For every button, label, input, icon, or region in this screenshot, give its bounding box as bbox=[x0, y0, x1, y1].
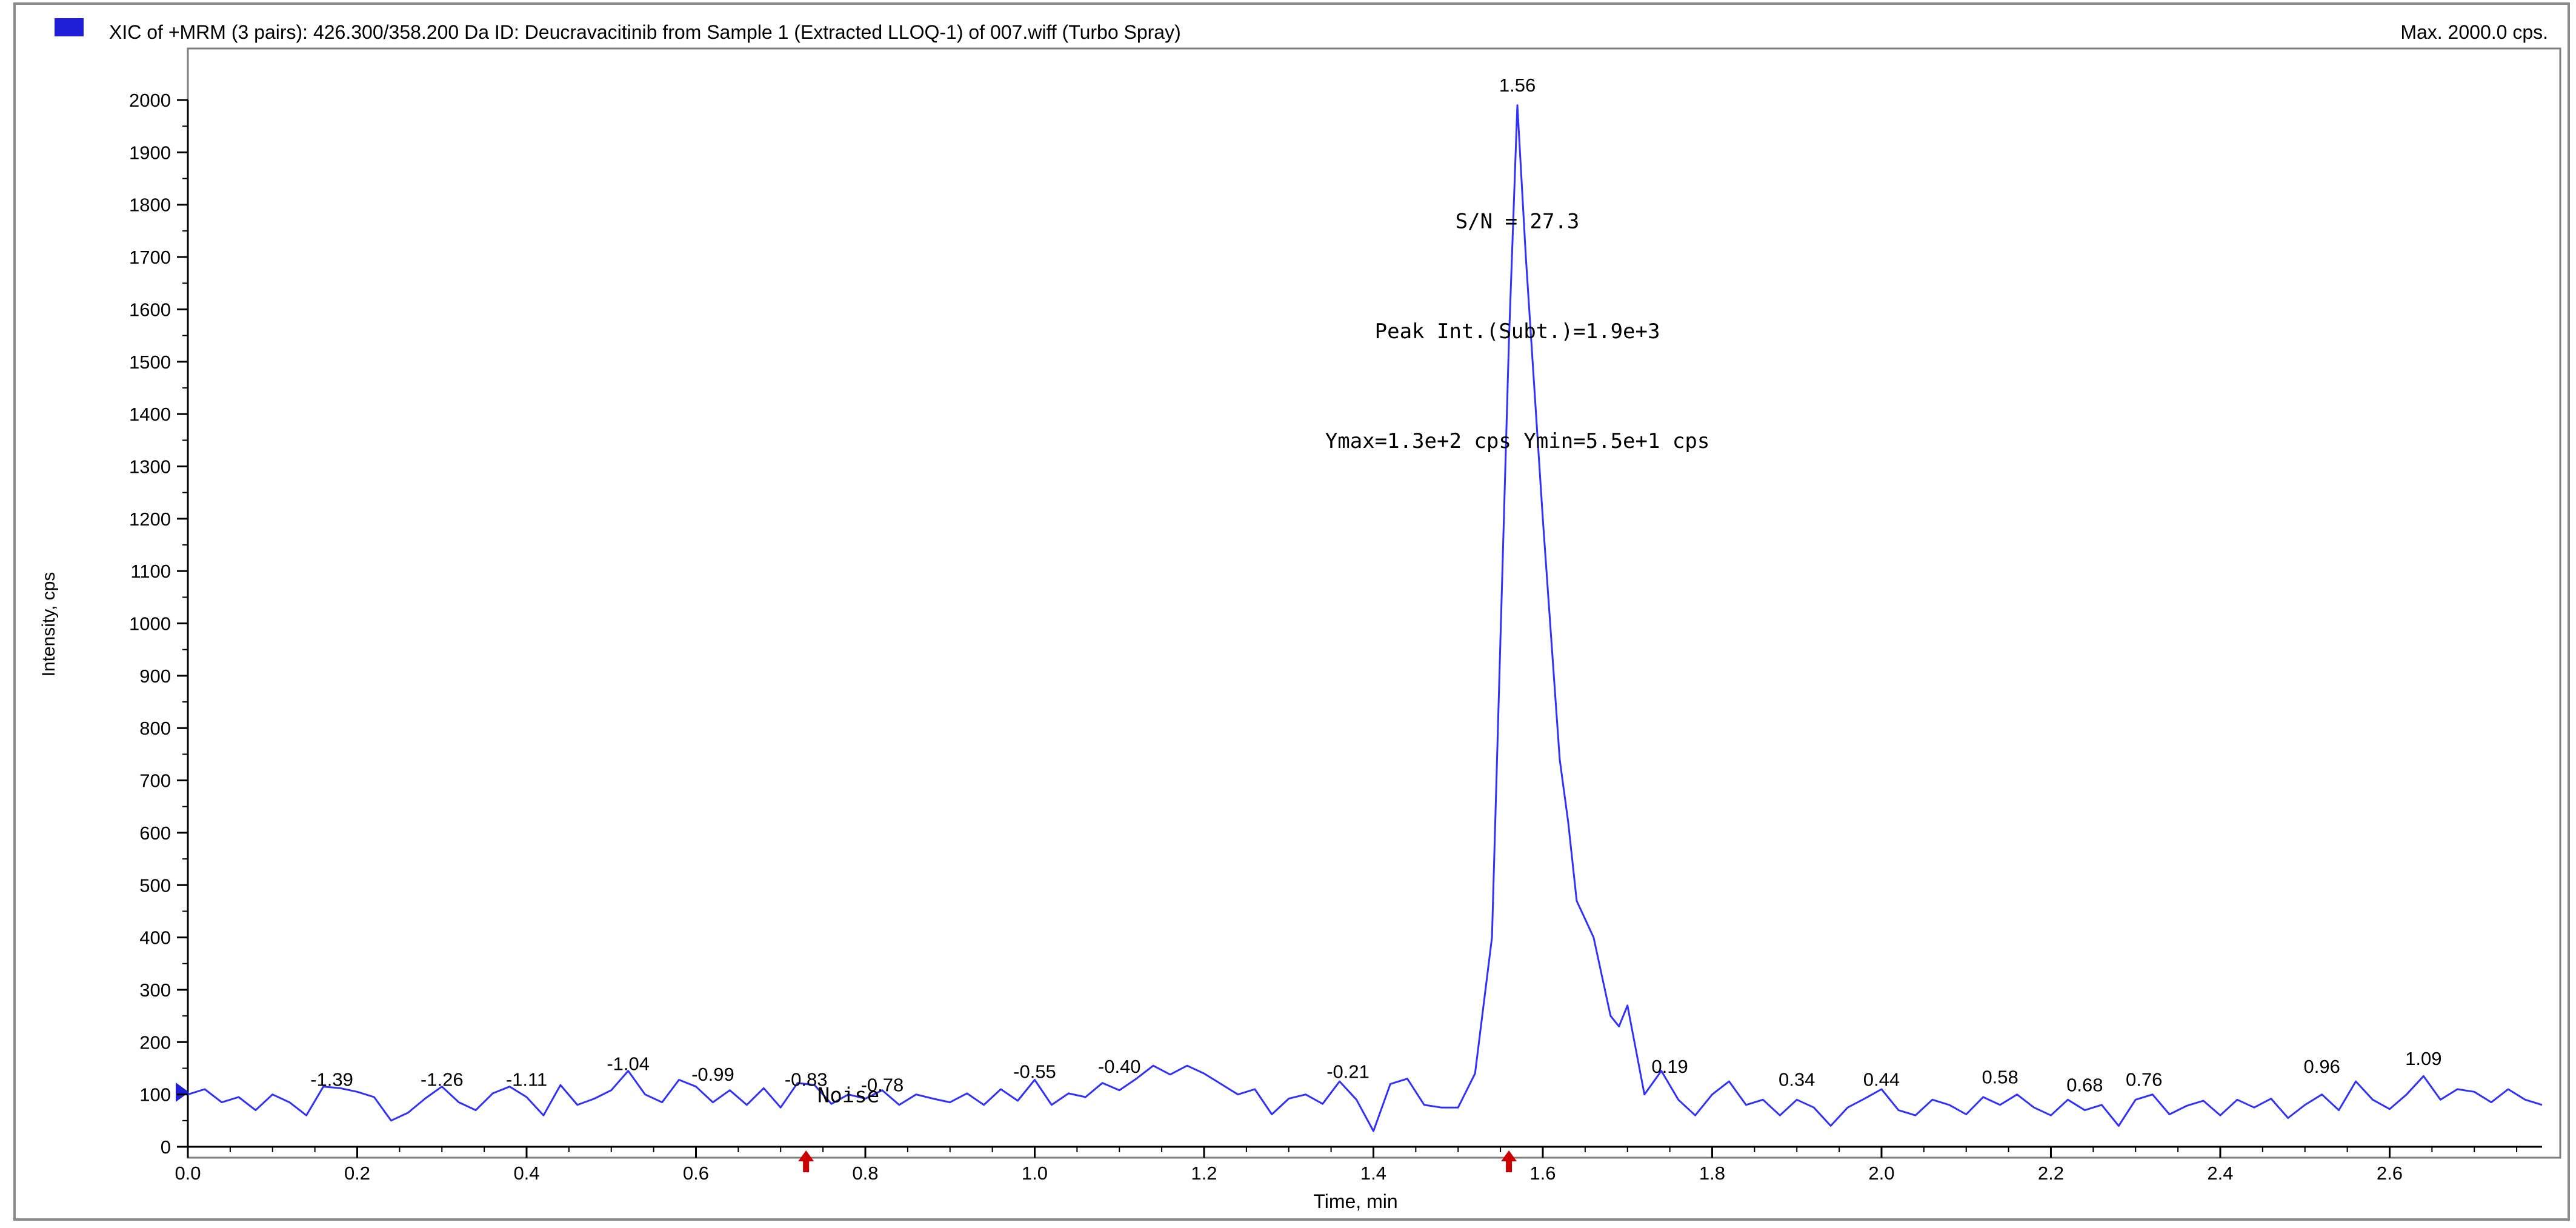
x-tick-label: 1.2 bbox=[1191, 1163, 1217, 1184]
y-tick-label: 2000 bbox=[129, 90, 171, 111]
y-tick-label: 600 bbox=[139, 823, 171, 844]
y-tick-label: 900 bbox=[139, 666, 171, 687]
peak-label: -1.26 bbox=[421, 1069, 464, 1090]
peak-label: 0.96 bbox=[2303, 1056, 2340, 1077]
y-tick-label: 1700 bbox=[129, 247, 171, 268]
peak-labels: -1.39 -1.26 -1.11 -1.04 -0.99 -0.83 -0.78 -0.55… bbox=[310, 75, 2441, 1095]
x-tick-label: 0.8 bbox=[852, 1163, 878, 1184]
y-tick-label: 300 bbox=[139, 979, 171, 1001]
peak-label: 0.58 bbox=[1982, 1066, 2018, 1087]
series-trace bbox=[187, 104, 2543, 1132]
x-tick-label: 2.4 bbox=[2207, 1163, 2233, 1184]
peak-label: 1.56 bbox=[1499, 75, 1536, 96]
peak-label: 1.09 bbox=[2405, 1048, 2441, 1069]
arrow-marker-stem bbox=[1506, 1161, 1513, 1172]
peak-label: 0.68 bbox=[2066, 1074, 2103, 1095]
peak-label: 0.76 bbox=[2126, 1069, 2162, 1090]
peak-label: -1.39 bbox=[310, 1069, 353, 1090]
y-tick-label: 400 bbox=[139, 927, 171, 949]
y-axis-label: Intensity, cps bbox=[39, 572, 59, 677]
legend-swatch[interactable] bbox=[55, 18, 84, 36]
y-tick-label: 0 bbox=[161, 1136, 171, 1158]
annotations: S/N = 27.3 Peak Int.(Subt.)=1.9e+3 Ymax=1.… bbox=[817, 210, 1709, 1108]
peak-label: -0.83 bbox=[785, 1069, 828, 1090]
arrow-marker-icon bbox=[798, 1150, 814, 1161]
peak-label: -0.99 bbox=[691, 1064, 734, 1085]
x-tick-label: 1.6 bbox=[1529, 1163, 1556, 1184]
y-tick-label: 1300 bbox=[129, 456, 171, 477]
y-tick-label: 500 bbox=[139, 875, 171, 896]
peak-label: 0.34 bbox=[1779, 1069, 1815, 1090]
x-tick-label: 2.6 bbox=[2377, 1163, 2403, 1184]
peak-label: -0.21 bbox=[1326, 1061, 1370, 1083]
y-tick-label: 100 bbox=[139, 1084, 171, 1106]
annotation: Peak Int.(Subt.)=1.9e+3 bbox=[1375, 319, 1660, 344]
y-tick-label: 200 bbox=[139, 1032, 171, 1053]
peak-label: -0.78 bbox=[861, 1074, 904, 1095]
arrow-marker-icon bbox=[1501, 1150, 1517, 1161]
x-tick-label: 0.6 bbox=[683, 1163, 709, 1184]
x-tick-label: 0.0 bbox=[175, 1163, 201, 1184]
axis-ticks: 0 100 200 300 400 500 600 700 800 900 1000 1100 1200… bbox=[129, 90, 2518, 1184]
arrow-marker-stem bbox=[803, 1161, 810, 1172]
peak-label: -0.55 bbox=[1013, 1061, 1056, 1083]
peak-label: -1.11 bbox=[506, 1069, 547, 1090]
y-axis-marker-icon bbox=[176, 1083, 189, 1102]
y-tick-label: 1400 bbox=[129, 404, 171, 425]
annotation: Noise bbox=[817, 1084, 879, 1108]
series-line bbox=[187, 104, 2543, 1132]
y-tick-label: 700 bbox=[139, 770, 171, 792]
y-tick-label: 1000 bbox=[129, 613, 171, 635]
y-tick-label: 1800 bbox=[129, 195, 171, 216]
y-tick-label: 1100 bbox=[130, 561, 171, 582]
x-tick-label: 1.4 bbox=[1360, 1163, 1386, 1184]
y-tick-label: 1900 bbox=[129, 142, 171, 163]
x-axis-label: Time, min bbox=[1313, 1190, 1397, 1212]
y-tick-label: 1200 bbox=[129, 509, 171, 530]
x-tick-label: 1.0 bbox=[1022, 1163, 1048, 1184]
chart-title: XIC of +MRM (3 pairs): 426.300/358.200 D… bbox=[109, 21, 1181, 43]
window-frame bbox=[13, 2, 2570, 1221]
y-tick-label: 1600 bbox=[129, 299, 171, 320]
x-tick-label: 0.4 bbox=[513, 1163, 539, 1184]
x-tick-label: 2.0 bbox=[1868, 1163, 1894, 1184]
x-tick-label: 2.2 bbox=[2038, 1163, 2064, 1184]
peak-label: 0.44 bbox=[1863, 1069, 1900, 1090]
peak-label: 0.19 bbox=[1651, 1056, 1688, 1077]
peak-label: -1.04 bbox=[607, 1053, 650, 1075]
peak-label: -0.40 bbox=[1098, 1056, 1141, 1077]
max-intensity-label: Max. 2000.0 cps. bbox=[2400, 21, 2548, 43]
y-tick-label: 1500 bbox=[129, 352, 171, 373]
annotation: S/N = 27.3 bbox=[1456, 210, 1580, 234]
annotation: Ymax=1.3e+2 cps Ymin=5.5e+1 cps bbox=[1325, 429, 1710, 453]
arrow-markers bbox=[798, 1150, 1517, 1172]
x-tick-label: 1.8 bbox=[1699, 1163, 1725, 1184]
x-tick-label: 0.2 bbox=[344, 1163, 370, 1184]
y-tick-label: 800 bbox=[139, 718, 171, 739]
